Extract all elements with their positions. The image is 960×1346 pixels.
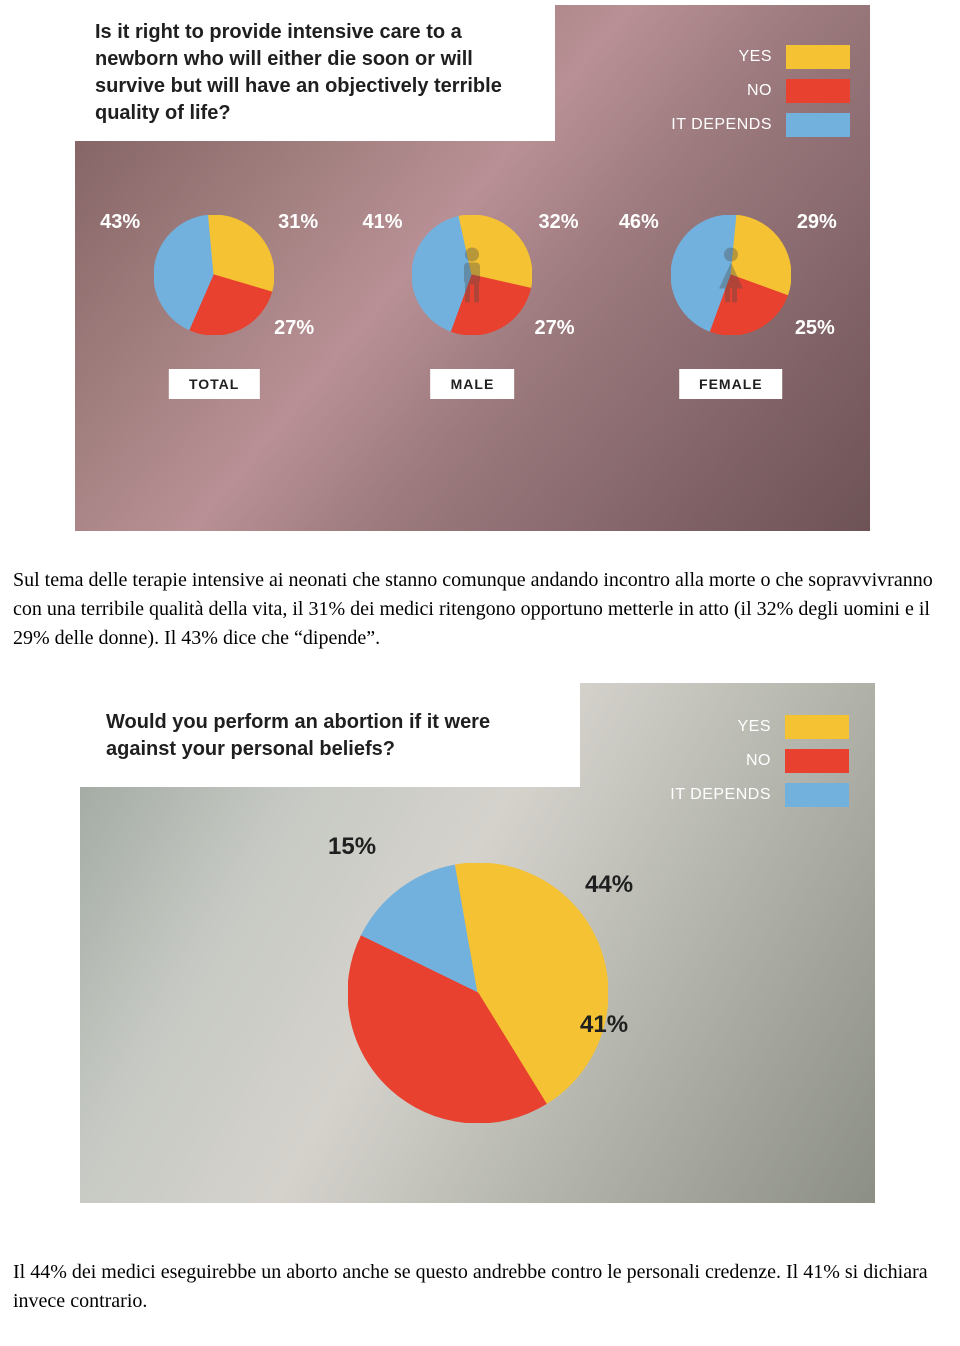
legend-item-depends: IT DEPENDS — [671, 113, 850, 137]
pie-chart — [154, 215, 274, 340]
infographic-abortion-beliefs: Would you perform an abortion if it were… — [80, 683, 875, 1203]
pct-yes: 44% — [585, 871, 633, 899]
pie-group-female: 46% 29% 25% FEMALE — [611, 205, 851, 405]
pie-charts-row: 43% 31% 27% TOTAL 41% 32% 27% MALE 46% 2… — [75, 205, 870, 405]
pct-yes: 31% — [278, 211, 318, 234]
pie-group-total: 43% 31% 27% TOTAL — [94, 205, 334, 405]
legend-swatch-depends — [786, 113, 850, 137]
body-paragraph-1: Sul tema delle terapie intensive ai neon… — [5, 531, 955, 683]
pct-yes: 29% — [797, 211, 837, 234]
pct-yes: 32% — [538, 211, 578, 234]
pct-depends: 43% — [100, 211, 140, 234]
legend: YES NO IT DEPENDS — [671, 45, 850, 137]
body-paragraph-2: Il 44% dei medici eseguirebbe un aborto … — [5, 1203, 955, 1346]
legend-swatch-no — [786, 79, 850, 103]
group-label: MALE — [431, 369, 515, 399]
pct-no: 25% — [795, 317, 835, 340]
question-text: Is it right to provide intensive care to… — [95, 19, 529, 127]
female-icon — [713, 246, 749, 309]
question-box: Is it right to provide intensive care to… — [75, 5, 555, 141]
legend-label: YES — [738, 48, 772, 66]
legend-label: IT DEPENDS — [671, 116, 772, 134]
infographic-newborn-care: Is it right to provide intensive care to… — [75, 5, 870, 531]
legend-item-no: NO — [671, 79, 850, 103]
legend-item-yes: YES — [671, 45, 850, 69]
pct-no: 27% — [534, 317, 574, 340]
pct-depends: 46% — [619, 211, 659, 234]
legend-label: NO — [747, 82, 772, 100]
group-label: FEMALE — [679, 369, 783, 399]
pct-no: 41% — [580, 1011, 628, 1039]
pct-depends: 15% — [328, 833, 376, 861]
pct-no: 27% — [274, 317, 314, 340]
male-icon — [455, 246, 489, 309]
pct-depends: 41% — [362, 211, 402, 234]
group-label: TOTAL — [169, 369, 259, 399]
legend-swatch-yes — [786, 45, 850, 69]
pie-group-male: 41% 32% 27% MALE — [352, 205, 592, 405]
pie-chart — [412, 215, 532, 340]
pie-chart — [671, 215, 791, 340]
